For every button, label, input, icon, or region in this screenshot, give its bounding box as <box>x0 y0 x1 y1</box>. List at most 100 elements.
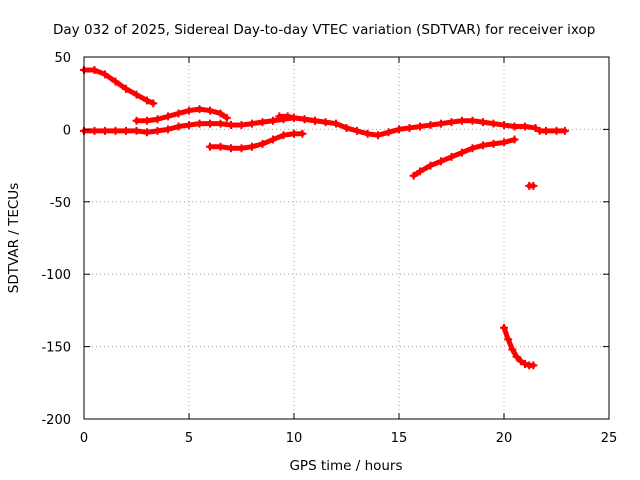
data-point <box>504 335 513 344</box>
x-tick-label: 5 <box>185 431 193 446</box>
data-point <box>258 139 267 148</box>
data-point <box>248 119 256 128</box>
data-point <box>374 131 382 140</box>
y-axis-label: SDTVAR / TECUs <box>6 183 22 293</box>
data-point <box>216 109 225 118</box>
data-point <box>500 121 508 130</box>
data-point <box>149 99 158 108</box>
data-point <box>185 121 193 130</box>
series-arc-9 <box>535 126 569 135</box>
data-point <box>164 112 172 121</box>
data-point <box>275 112 284 121</box>
data-point <box>269 135 277 144</box>
data-point <box>111 126 120 135</box>
data-point <box>512 352 521 361</box>
data-points <box>80 66 569 370</box>
data-point <box>290 113 298 122</box>
data-point <box>363 129 372 138</box>
x-axis-label: GPS time / hours <box>289 458 402 474</box>
data-point <box>529 361 538 370</box>
data-point <box>342 123 351 132</box>
x-tick-label: 25 <box>601 431 618 446</box>
data-point <box>437 157 445 166</box>
series-line <box>134 106 230 124</box>
series-arc-6 <box>409 135 519 180</box>
data-point <box>143 128 151 137</box>
x-tick-label: 20 <box>496 431 513 446</box>
data-point <box>416 122 424 131</box>
data-point <box>384 128 393 137</box>
data-point <box>143 116 151 125</box>
data-point <box>311 116 319 125</box>
data-point <box>321 118 330 127</box>
data-point <box>395 125 403 134</box>
data-point <box>489 139 498 148</box>
data-point <box>206 142 214 151</box>
data-point <box>416 167 424 176</box>
data-point <box>101 70 109 79</box>
data-point <box>237 121 246 130</box>
data-point <box>101 126 109 135</box>
data-point <box>447 152 456 161</box>
data-point <box>500 138 508 147</box>
y-tick-label: -50 <box>50 196 71 211</box>
data-point <box>468 144 477 153</box>
plot-frame <box>83 56 610 420</box>
data-point <box>132 116 141 125</box>
data-point <box>206 119 214 128</box>
series-arc-8 <box>500 323 538 370</box>
data-point <box>332 119 340 128</box>
data-point <box>521 359 529 368</box>
data-point <box>132 126 141 135</box>
series-arc-3 <box>132 105 231 125</box>
data-point <box>405 123 414 132</box>
data-point <box>479 141 487 150</box>
data-point <box>227 121 235 130</box>
y-tick-label: -100 <box>41 268 71 283</box>
data-point <box>122 126 130 135</box>
y-tick-label: -200 <box>41 413 71 428</box>
data-point <box>237 144 246 153</box>
data-point <box>269 116 277 125</box>
data-point <box>290 129 298 138</box>
data-point <box>216 142 225 151</box>
data-point <box>153 126 162 135</box>
data-point <box>458 116 466 125</box>
data-point <box>222 113 231 122</box>
chart-title: Day 032 of 2025, Sidereal Day-to-day VTE… <box>53 22 595 38</box>
data-point <box>510 122 519 131</box>
data-point <box>510 135 519 144</box>
data-point <box>447 118 456 127</box>
data-point <box>529 181 538 190</box>
x-tick-label: 0 <box>80 431 88 446</box>
data-point <box>516 357 525 366</box>
series-arc-4 <box>206 129 307 153</box>
data-point <box>426 121 435 130</box>
data-point <box>174 122 183 131</box>
data-point <box>300 115 309 124</box>
data-point <box>195 105 204 114</box>
data-point <box>216 119 225 128</box>
data-point <box>560 126 569 135</box>
data-point <box>279 131 288 140</box>
data-point <box>500 323 508 332</box>
x-tick-label: 15 <box>391 431 408 446</box>
data-point <box>521 122 529 131</box>
data-point <box>508 345 517 354</box>
y-tick-label: -150 <box>41 341 71 356</box>
series-arc-5 <box>275 112 319 125</box>
data-point <box>227 144 235 153</box>
data-point <box>531 123 540 132</box>
data-point <box>143 96 151 105</box>
data-point <box>437 119 445 128</box>
series-arc-7 <box>525 181 538 190</box>
data-point <box>174 109 183 118</box>
data-point <box>122 84 130 93</box>
axis-ticks: 0 5 10 15 20 25 -200 -150 -100 -50 0 50 <box>41 51 617 446</box>
data-point <box>164 125 172 134</box>
y-tick-label: 0 <box>63 123 71 138</box>
x-tick-label: 10 <box>286 431 303 446</box>
data-point <box>283 112 292 121</box>
data-point <box>409 171 418 180</box>
